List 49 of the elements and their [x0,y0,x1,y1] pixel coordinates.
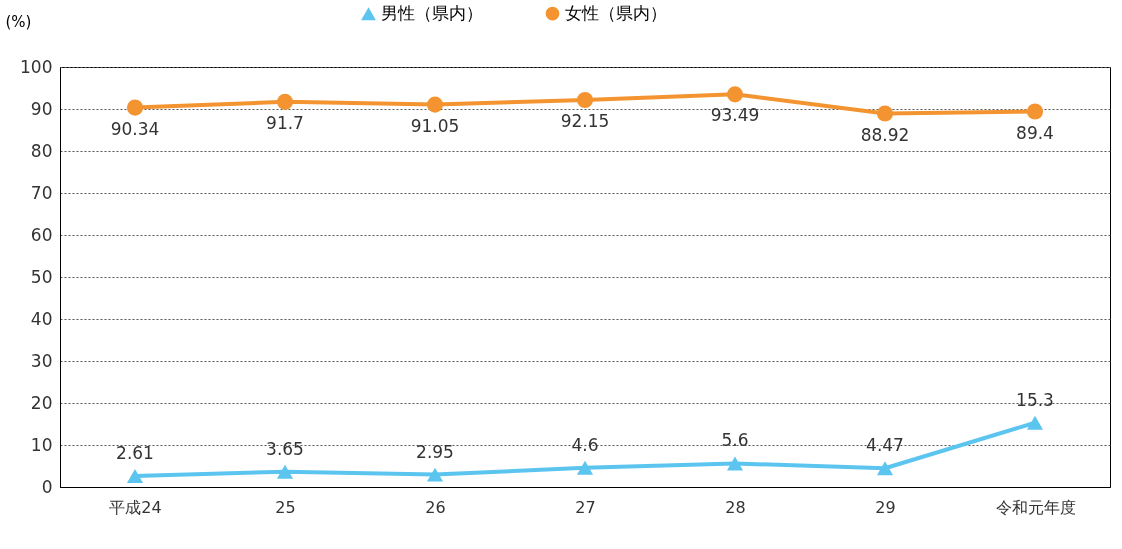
point [126,99,144,116]
y-tick-label: 20 [30,392,53,413]
data-label: 92.15 [560,110,610,131]
point [726,86,744,103]
y-tick-label: 30 [30,350,53,371]
y-tick-label: 100 [20,56,53,77]
data-label: 4.6 [571,434,599,455]
y-tick-label: 80 [30,140,53,161]
data-label: 90.34 [110,118,160,139]
y-tick-label: 40 [30,308,53,329]
y-tick-label: 10 [30,434,53,455]
x-tick-label: 28 [725,497,746,517]
point [276,93,294,110]
data-label: 2.61 [116,443,154,464]
point [426,96,444,113]
x-tick-label: 平成24 [109,497,162,517]
point [576,460,594,475]
point [576,91,594,109]
point [276,464,294,479]
x-tick-label: 29 [875,497,896,517]
legend-label: 男性（県内） [381,3,483,24]
y-tick-label: 90 [30,98,53,119]
y-tick-label: 70 [30,182,53,203]
data-label: 93.49 [710,105,760,126]
data-label: 91.05 [410,115,460,136]
point [726,456,744,471]
y-axis-title: (%) [5,12,32,31]
data-label: 3.65 [266,438,304,459]
x-tick-label: 27 [575,497,596,517]
y-tick-label: 60 [30,224,53,245]
data-label: 4.47 [866,435,904,456]
x-tick-label: 25 [275,497,296,517]
x-tick-label: 26 [425,497,446,517]
point [126,469,144,484]
data-label: 5.6 [721,430,749,451]
data-label: 89.4 [1016,122,1054,143]
data-label: 91.7 [266,112,304,133]
point [876,105,894,122]
y-tick-label: 50 [30,266,53,287]
point [1026,103,1044,120]
data-label: 88.92 [860,124,910,145]
point [876,461,894,476]
point [426,467,444,482]
point [1026,415,1044,430]
legend-label: 女性（県内） [565,2,667,23]
data-label: 15.3 [1016,389,1054,410]
x-tick-label: 令和元年度 [995,497,1076,517]
y-tick-label: 0 [41,476,53,497]
data-label: 2.95 [416,441,454,462]
